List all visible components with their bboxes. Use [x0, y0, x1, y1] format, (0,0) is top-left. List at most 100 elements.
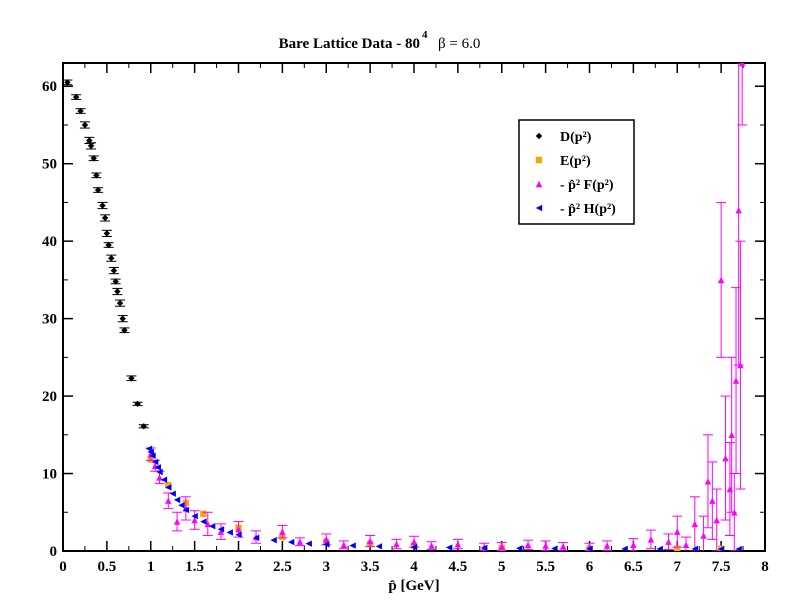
- data-point-F: [732, 377, 740, 384]
- data-point-F: [393, 540, 400, 548]
- data-point-H: [305, 540, 312, 547]
- x-axis-ticks: [62, 63, 766, 551]
- data-point-H: [235, 531, 242, 538]
- data-point-D: [72, 93, 80, 101]
- y-tick-label: 40: [42, 234, 57, 250]
- data-point-H: [481, 544, 488, 551]
- data-point-H: [173, 496, 181, 504]
- data-point-D: [77, 107, 84, 115]
- data-point-F: [235, 526, 242, 533]
- x-tick-label: 1.5: [185, 559, 204, 575]
- data-point-F: [722, 454, 729, 462]
- chart-title-beta: β = 6.0: [438, 36, 480, 52]
- data-point-D: [119, 315, 126, 322]
- legend-marker-F: [535, 180, 543, 188]
- data-point-H: [717, 545, 725, 551]
- x-tick-label: 1: [147, 559, 155, 575]
- data-point-H: [691, 545, 698, 551]
- data-point-H: [156, 468, 163, 476]
- data-point-H: [208, 523, 216, 530]
- data-point-D: [94, 186, 102, 194]
- data-point-F: [217, 528, 225, 535]
- data-point-H: [154, 464, 161, 471]
- x-tick-label: 0.5: [98, 559, 117, 575]
- data-point-H: [586, 545, 593, 551]
- data-point-H: [191, 512, 198, 520]
- series-F: [145, 63, 748, 551]
- legend-label-F: - p̂² F(p²): [560, 178, 614, 193]
- data-point-F: [454, 540, 462, 548]
- data-point-F: [191, 516, 198, 524]
- data-point-F: [717, 276, 725, 284]
- data-point-F: [296, 538, 304, 545]
- data-point-E: [200, 510, 207, 518]
- x-tick-label: 8: [761, 559, 769, 575]
- data-point-F: [709, 497, 716, 504]
- x-axis-label: p̂ [GeV]: [388, 578, 439, 594]
- data-point-F: [728, 431, 735, 439]
- data-point-H: [551, 545, 558, 551]
- x-tick-label: 2.5: [273, 559, 292, 575]
- data-point-D: [110, 267, 118, 274]
- data-point-D: [64, 79, 71, 86]
- x-tick-label: 3: [323, 559, 331, 575]
- data-point-F: [204, 520, 211, 528]
- data-point-D: [116, 299, 124, 307]
- data-point-F: [704, 478, 712, 485]
- data-point-D: [134, 400, 141, 408]
- series-D: [63, 79, 149, 430]
- data-point-F: [674, 528, 681, 535]
- y-axis-ticks: [63, 85, 765, 552]
- plot-series-area: [63, 63, 748, 551]
- y-tick-label: 30: [42, 312, 57, 328]
- x-tick-label: 4.5: [449, 559, 468, 575]
- data-point-F: [410, 538, 418, 545]
- data-point-F: [603, 542, 611, 549]
- legend-marker-D: [535, 132, 543, 140]
- data-point-D: [114, 288, 121, 295]
- data-point-F: [559, 543, 567, 550]
- data-point-D: [112, 278, 119, 285]
- data-point-D: [108, 255, 115, 262]
- data-point-F: [735, 206, 742, 214]
- data-point-F: [647, 536, 655, 543]
- legend: D(p²) E(p²) - p̂² F(p²) - p̂² H(p²): [518, 119, 635, 225]
- x-tick-label: 5: [498, 559, 506, 575]
- data-point-H: [200, 518, 207, 525]
- data-point-F: [691, 520, 698, 528]
- data-point-D: [87, 142, 95, 150]
- chart-title: Bare Lattice Data - 80: [279, 36, 420, 52]
- data-point-D: [90, 155, 97, 162]
- data-point-F: [731, 509, 738, 516]
- data-point-H: [165, 484, 172, 491]
- data-point-H: [656, 545, 663, 551]
- data-point-E: [165, 481, 172, 489]
- data-point-F: [524, 541, 532, 549]
- data-point-H: [621, 545, 628, 551]
- data-point-D: [81, 121, 89, 129]
- data-point-F: [498, 543, 505, 550]
- chart-title-exponent: 4: [422, 29, 428, 41]
- data-point-D: [86, 137, 93, 144]
- data-point-F: [737, 361, 744, 369]
- data-point-H: [375, 543, 383, 550]
- data-point-H: [178, 502, 185, 509]
- data-point-F: [165, 497, 172, 504]
- data-point-H: [160, 476, 168, 483]
- data-point-D: [101, 214, 109, 222]
- x-tick-label: 7: [674, 559, 682, 575]
- data-point-F: [630, 541, 637, 549]
- x-tick-label: 6.5: [624, 559, 643, 575]
- data-point-H: [169, 490, 176, 497]
- y-tick-label: 20: [42, 389, 57, 405]
- y-tick-label: 0: [50, 544, 58, 560]
- data-point-D: [128, 375, 135, 382]
- data-point-H: [217, 526, 225, 533]
- data-point-H: [252, 534, 260, 542]
- data-point-D: [105, 241, 112, 249]
- x-tick-label: 3.5: [361, 559, 380, 575]
- data-point-F: [366, 537, 374, 545]
- x-tick-label: 4: [410, 559, 418, 575]
- data-point-H: [410, 543, 418, 551]
- data-point-D: [121, 327, 128, 334]
